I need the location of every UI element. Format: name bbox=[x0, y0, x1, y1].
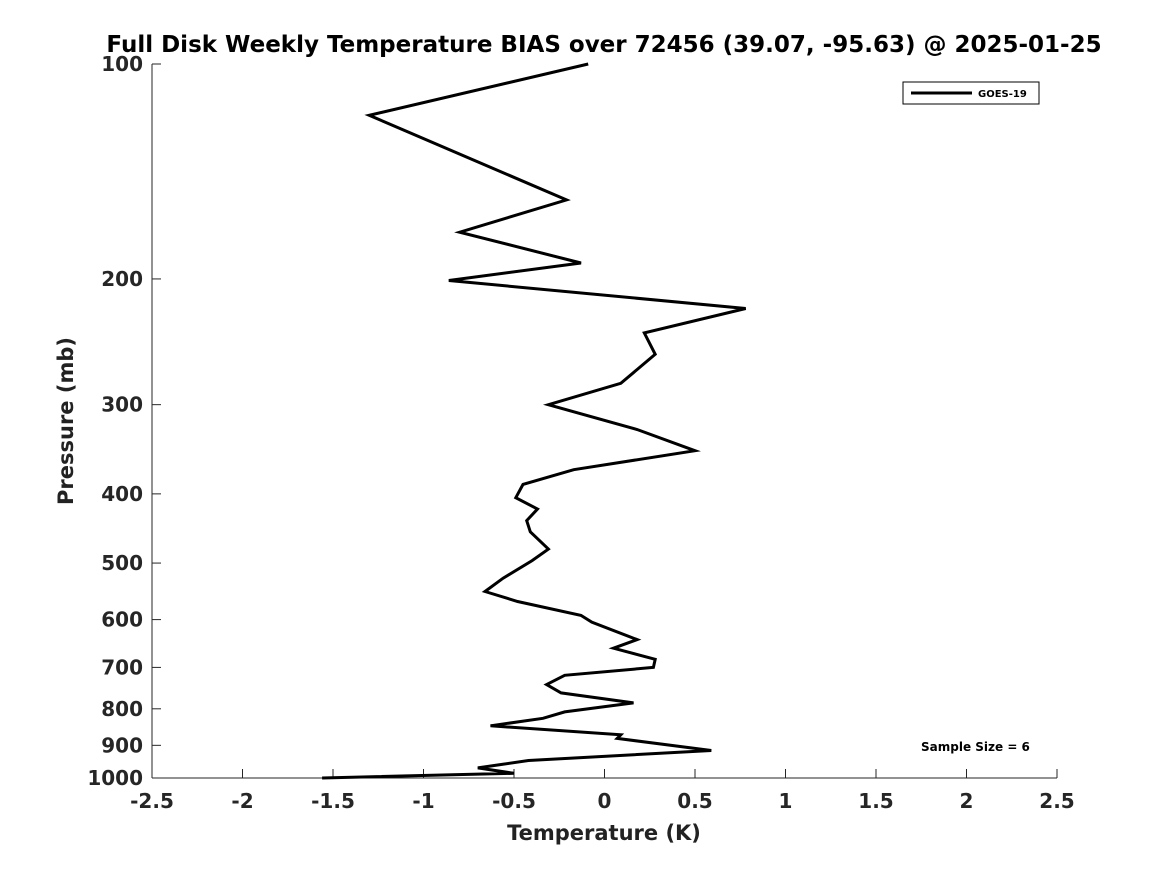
y-tick-label: 800 bbox=[101, 697, 143, 721]
x-tick-label: -1.5 bbox=[311, 789, 355, 813]
legend-entry: GOES-19 bbox=[978, 89, 1027, 100]
y-tick-label: 300 bbox=[101, 393, 143, 417]
axes: -2.5 -2 -1.5 -1 -0.5 0 0.5 1 1.5 2 2.5 100 200 300 400… bbox=[87, 52, 1074, 813]
y-tick-label: 900 bbox=[101, 733, 143, 757]
y-tick-label: 700 bbox=[101, 655, 143, 679]
x-tick-label: -2.5 bbox=[130, 789, 174, 813]
series-layer bbox=[322, 62, 747, 780]
x-tick-label: 2 bbox=[960, 789, 974, 813]
x-axis-label: Temperature (K) bbox=[507, 821, 701, 845]
y-axis-label: Pressure (mb) bbox=[54, 337, 78, 505]
x-tick-label: 1.5 bbox=[858, 789, 893, 813]
x-tick-label: -0.5 bbox=[492, 789, 536, 813]
x-tick-label: -2 bbox=[231, 789, 253, 813]
x-tick-label: 0 bbox=[598, 789, 612, 813]
x-tick-label: -1 bbox=[412, 789, 434, 813]
y-tick-label: 200 bbox=[101, 267, 143, 291]
y-tick-label: 100 bbox=[101, 52, 143, 76]
x-tick-label: 0.5 bbox=[677, 789, 712, 813]
x-tick-label: 2.5 bbox=[1039, 789, 1074, 813]
chart-title: Full Disk Weekly Temperature BIAS over 7… bbox=[106, 32, 1101, 58]
y-tick-label: 500 bbox=[101, 551, 143, 575]
series-line-goes-19 bbox=[322, 62, 747, 780]
y-tick-label: 600 bbox=[101, 608, 143, 632]
x-tick-label: 1 bbox=[779, 789, 793, 813]
legend: GOES-19 bbox=[902, 81, 1040, 105]
y-tick-label: 1000 bbox=[87, 766, 143, 790]
sample-size-annotation: Sample Size = 6 bbox=[921, 740, 1030, 754]
y-tick-label: 400 bbox=[101, 482, 143, 506]
